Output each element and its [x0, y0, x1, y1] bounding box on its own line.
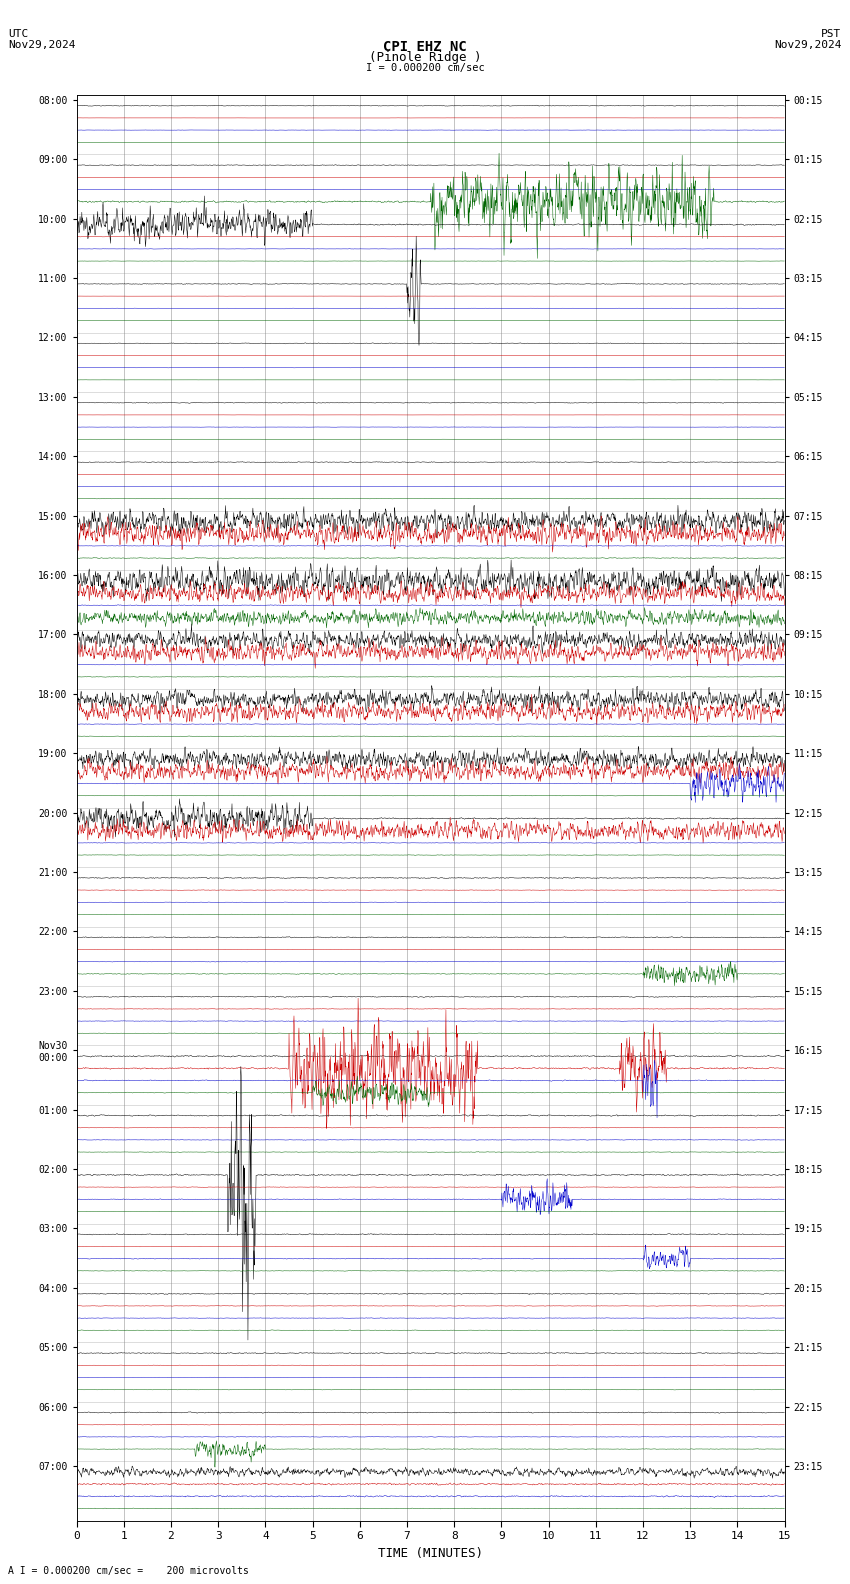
Text: Nov29,2024: Nov29,2024: [8, 40, 76, 49]
Text: I = 0.000200 cm/sec: I = 0.000200 cm/sec: [366, 63, 484, 73]
Text: UTC: UTC: [8, 29, 29, 38]
Text: PST: PST: [821, 29, 842, 38]
X-axis label: TIME (MINUTES): TIME (MINUTES): [378, 1546, 483, 1560]
Text: A I = 0.000200 cm/sec =    200 microvolts: A I = 0.000200 cm/sec = 200 microvolts: [8, 1567, 249, 1576]
Text: Nov29,2024: Nov29,2024: [774, 40, 842, 49]
Text: CPI EHZ NC: CPI EHZ NC: [383, 40, 467, 54]
Text: (Pinole Ridge ): (Pinole Ridge ): [369, 51, 481, 63]
